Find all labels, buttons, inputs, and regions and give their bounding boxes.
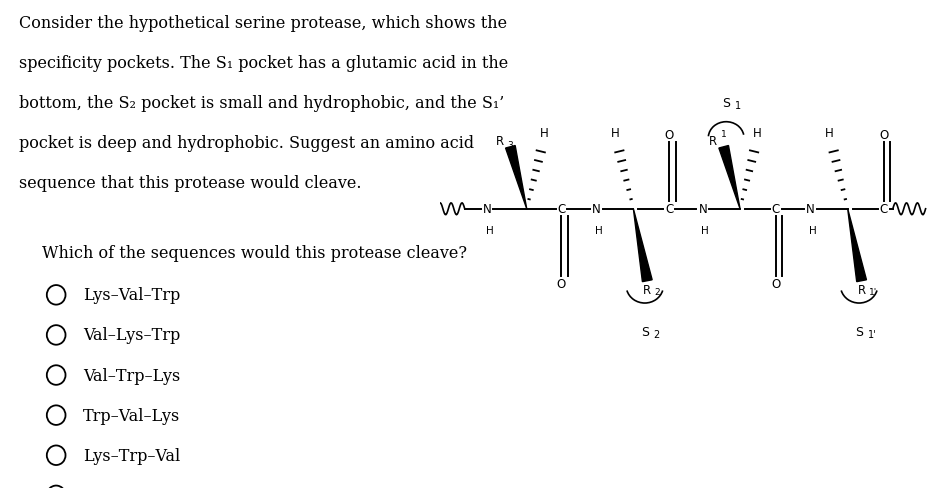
Text: H: H [486, 225, 493, 235]
Text: 1: 1 [721, 130, 726, 139]
Text: bottom, the S₂ pocket is small and hydrophobic, and the S₁’: bottom, the S₂ pocket is small and hydro… [19, 95, 504, 112]
Text: sequence that this protease would cleave.: sequence that this protease would cleave… [19, 175, 361, 192]
Text: 3: 3 [507, 141, 513, 149]
Text: N: N [592, 203, 601, 216]
Text: Lys–Val–Trp: Lys–Val–Trp [83, 287, 181, 304]
Text: O: O [771, 277, 781, 290]
Text: Consider the hypothetical serine protease, which shows the: Consider the hypothetical serine proteas… [19, 15, 507, 32]
Circle shape [47, 486, 66, 488]
Text: 2: 2 [654, 287, 660, 297]
Text: Trp–Val–Lys: Trp–Val–Lys [83, 407, 181, 424]
Text: O: O [665, 129, 674, 142]
Text: R: R [643, 284, 651, 297]
Text: 1': 1' [868, 329, 876, 340]
Text: R: R [857, 284, 866, 297]
Text: S: S [856, 325, 863, 338]
Text: N: N [806, 203, 815, 216]
Text: H: H [610, 127, 620, 140]
Text: 1: 1 [735, 101, 740, 111]
Text: H: H [825, 127, 834, 140]
Text: R: R [495, 135, 504, 148]
Polygon shape [719, 146, 740, 209]
Text: specificity pockets. The S₁ pocket has a glutamic acid in the: specificity pockets. The S₁ pocket has a… [19, 55, 508, 72]
Text: C: C [557, 203, 565, 216]
Text: N: N [483, 203, 491, 216]
Text: pocket is deep and hydrophobic. Suggest an amino acid: pocket is deep and hydrophobic. Suggest … [19, 135, 474, 152]
Text: H: H [701, 225, 709, 235]
Text: H: H [809, 225, 817, 235]
Circle shape [47, 325, 66, 345]
Text: Lys–Trp–Val: Lys–Trp–Val [83, 447, 181, 464]
Text: Val–Lys–Trp: Val–Lys–Trp [83, 327, 181, 344]
Text: H: H [753, 127, 762, 140]
Text: C: C [771, 203, 780, 216]
Polygon shape [505, 146, 527, 209]
Circle shape [47, 366, 66, 385]
Circle shape [47, 285, 66, 305]
Text: C: C [665, 203, 673, 216]
Text: 1': 1' [869, 287, 877, 297]
Text: Val–Trp–Lys: Val–Trp–Lys [83, 367, 181, 384]
Text: R: R [709, 135, 717, 148]
Circle shape [47, 406, 66, 425]
Polygon shape [634, 209, 652, 282]
Text: S: S [723, 97, 730, 109]
Polygon shape [848, 209, 867, 282]
Text: S: S [641, 325, 649, 338]
Text: C: C [880, 203, 888, 216]
Circle shape [47, 446, 66, 465]
Text: H: H [540, 127, 548, 140]
Text: Trp–Lys–Val: Trp–Lys–Val [83, 487, 181, 488]
Text: N: N [698, 203, 708, 216]
Text: O: O [879, 129, 888, 142]
Text: H: H [594, 225, 603, 235]
Text: O: O [557, 277, 566, 290]
Text: Which of the sequences would this protease cleave?: Which of the sequences would this protea… [42, 244, 467, 261]
Text: 2: 2 [653, 329, 660, 340]
